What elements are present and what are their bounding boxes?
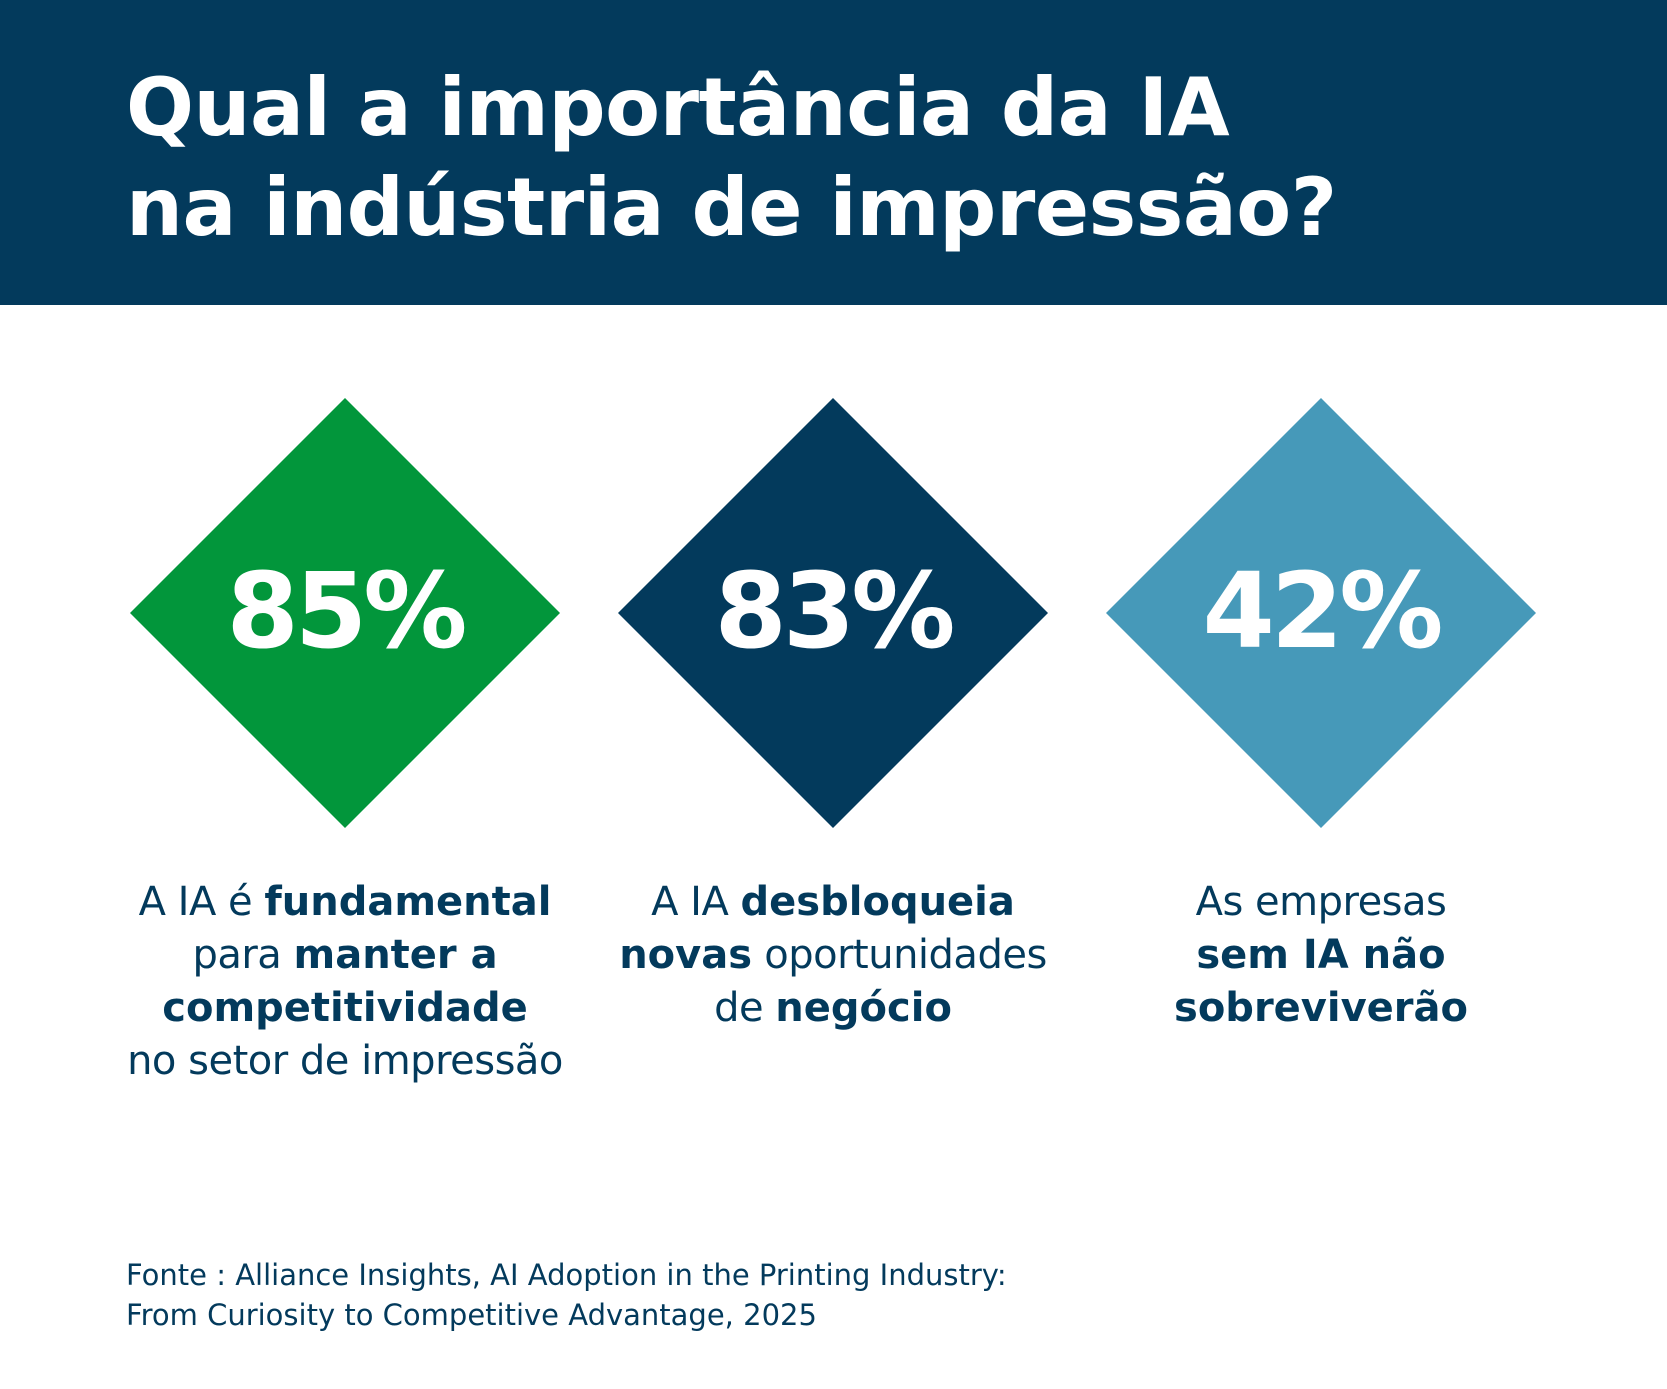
title-line-2: na indústria de impressão? (126, 161, 1337, 254)
caption-bold: negócio (775, 985, 952, 1031)
caption-bold: competitividade (162, 985, 528, 1031)
caption-text: de (714, 985, 776, 1031)
caption-bold: novas (619, 932, 753, 978)
caption-line: As empresas (1066, 876, 1576, 929)
stat-caption: A IA é fundamental para manter a competi… (90, 876, 600, 1088)
caption-line: no setor de impressão (90, 1035, 600, 1088)
stat-value: 85% (226, 550, 468, 672)
diamond-shape (618, 398, 1048, 828)
caption-line: A IA é fundamental (90, 876, 600, 929)
caption-bold: desbloqueia (740, 879, 1015, 925)
caption-line: novas oportunidades (578, 929, 1088, 982)
caption-line: A IA desbloqueia (578, 876, 1088, 929)
diamond-green (130, 398, 560, 828)
source-citation: Fonte : Alliance Insights, AI Adoption i… (126, 1255, 1007, 1335)
stat-value: 83% (714, 550, 956, 672)
diamond-lightblue (1106, 398, 1536, 828)
stat-caption: A IA desbloqueia novas oportunidades de … (578, 876, 1088, 1035)
caption-line: competitividade (90, 982, 600, 1035)
caption-text: A IA é (138, 879, 265, 925)
caption-bold: sobreviverão (1174, 985, 1468, 1031)
caption-text: no setor de impressão (127, 1038, 563, 1084)
source-line-2: From Curiosity to Competitive Advantage,… (126, 1298, 817, 1332)
diamond-shape (130, 398, 560, 828)
diamond-navy (618, 398, 1048, 828)
caption-bold: fundamental (264, 879, 552, 925)
caption-text: oportunidades (752, 932, 1047, 978)
caption-line: para manter a (90, 929, 600, 982)
caption-bold: sem IA não (1196, 932, 1446, 978)
caption-text: para (192, 932, 294, 978)
caption-line: sem IA não (1066, 929, 1576, 982)
diamond-shape (1106, 398, 1536, 828)
stat-value: 42% (1202, 550, 1444, 672)
caption-line: de negócio (578, 982, 1088, 1035)
caption-text: As empresas (1195, 879, 1447, 925)
source-line-1: Fonte : Alliance Insights, AI Adoption i… (126, 1258, 1007, 1292)
header-banner: Qual a importância da IA na indústria de… (0, 0, 1667, 305)
caption-bold: manter a (293, 932, 498, 978)
title-line-1: Qual a importância da IA (126, 61, 1230, 154)
caption-text: A IA (651, 879, 741, 925)
stat-caption: As empresas sem IA não sobreviverão (1066, 876, 1576, 1035)
page-title: Qual a importância da IA na indústria de… (126, 58, 1337, 258)
caption-line: sobreviverão (1066, 982, 1576, 1035)
